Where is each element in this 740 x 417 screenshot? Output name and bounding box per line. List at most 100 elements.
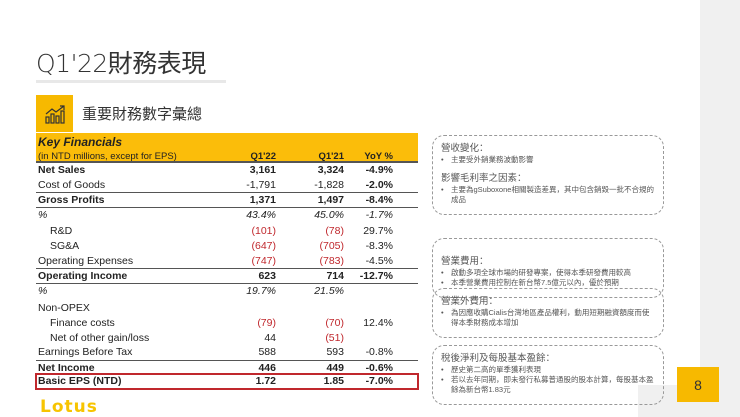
- row-label: Non-OPEX: [38, 302, 90, 315]
- col-q121: Q1'21: [318, 151, 345, 162]
- cell-value: 21.5%: [314, 284, 344, 297]
- cell-value: -2.0%: [365, 178, 393, 191]
- cell-value: -4.9%: [365, 164, 393, 176]
- row-label: Basic EPS (NTD): [38, 375, 122, 388]
- cell-value: (70): [325, 316, 344, 329]
- row-label: Earnings Before Tax: [38, 346, 133, 359]
- callout-heading: 影響毛利率之因素：: [441, 173, 527, 184]
- cell-value: 714: [326, 270, 344, 283]
- cell-value: (747): [251, 254, 276, 267]
- callout-heading: 稅後淨利及每股基本盈餘：: [441, 353, 556, 364]
- cell-value: -1,828: [314, 178, 344, 191]
- row-label: Net of other gain/loss: [50, 331, 150, 344]
- callout-bullet: 啟動多項全球市場的研發專案，使得本季研發費用較高: [441, 268, 655, 278]
- cell-value: -8.4%: [365, 194, 393, 207]
- section-title: 重要財務數字彙總: [82, 106, 203, 123]
- callout-list: 啟動多項全球市場的研發專案，使得本季研發費用較高本季營業費用控制在新台幣7.5億…: [441, 268, 655, 288]
- row-label: %: [38, 208, 48, 221]
- cell-value: -7.0%: [365, 375, 393, 388]
- col-yoy: YoY %: [364, 151, 393, 162]
- row-label: Finance costs: [50, 316, 115, 329]
- cell-value: (647): [251, 239, 276, 252]
- cell-value: 44: [264, 331, 276, 344]
- callout-bullet: 本季營業費用控制在新台幣7.5億元以內，優於預期: [441, 278, 655, 288]
- table-row: Net Income 446 449 -0.6%: [36, 359, 418, 375]
- row-label: SG&A: [50, 239, 80, 252]
- cell-value: (705): [319, 239, 344, 252]
- callout-bullet: 若以去年同期，即未發行私募普通股的股本計算，每股基本盈餘為新台幣1.83元: [441, 375, 655, 395]
- table-row: Net Sales 3,161 3,324 -4.9%: [36, 163, 418, 178]
- row-label: %: [38, 284, 48, 297]
- row-label: Gross Profits: [38, 194, 105, 207]
- table-header: Key Financials (in NTD millions, except …: [36, 133, 418, 163]
- cell-value: -0.6%: [365, 361, 393, 374]
- callout-list: 為因應收購Cialis台灣地區產品權利，動用短期融資額度而使得本季財務成本增加: [441, 308, 655, 328]
- row-label: Cost of Goods: [38, 178, 106, 191]
- callout-heading: 營業外費用：: [441, 296, 499, 307]
- table-row: Earnings Before Tax 588 593 -0.8%: [36, 345, 418, 360]
- row-label: R&D: [50, 225, 73, 238]
- lotus-logo: Lotus: [40, 397, 98, 417]
- cell-value: (101): [251, 225, 276, 238]
- row-label: Operating Expenses: [38, 254, 134, 267]
- cell-value: 3,324: [317, 164, 344, 176]
- table-row: R&D (101) (78) 29.7%: [36, 224, 418, 239]
- page-title: Q1'22財務表現: [36, 49, 206, 78]
- table-row: SG&A (647) (705) -8.3%: [36, 239, 418, 254]
- cell-value: 1,371: [249, 194, 276, 207]
- callout-box: 營業外費用：為因應收購Cialis台灣地區產品權利，動用短期融資額度而使得本季財…: [432, 288, 664, 338]
- cell-value: 1.72: [255, 375, 276, 388]
- cell-value: (78): [325, 225, 344, 238]
- callout-box: 稅後淨利及每股基本盈餘：歷史第二高的單季獲利表現若以去年同期，即未發行私募普通股…: [432, 345, 664, 405]
- callout-bullet: 主要受外銷業務波動影響: [441, 155, 655, 165]
- cell-value: (79): [257, 316, 276, 329]
- callout-box: 營業費用：啟動多項全球市場的研發專案，使得本季研發費用較高本季營業費用控制在新台…: [432, 238, 664, 298]
- col-q122: Q1'22: [250, 151, 277, 162]
- table-subtitle: (in NTD millions, except for EPS): [38, 151, 177, 162]
- cell-value: 19.7%: [246, 284, 276, 297]
- table-row: Finance costs (79) (70) 12.4%: [36, 316, 418, 331]
- title-underline: [36, 80, 226, 83]
- table-row: % 19.7% 21.5%: [36, 282, 418, 298]
- callout-list: 歷史第二高的單季獲利表現若以去年同期，即未發行私募普通股的股本計算，每股基本盈餘…: [441, 365, 655, 395]
- table-row: Gross Profits 1,371 1,497 -8.4%: [36, 192, 418, 207]
- callout-box: 營收變化：主要受外銷業務波動影響影響毛利率之因素：主要為gSuboxone相關製…: [432, 135, 664, 215]
- page-number: 8: [677, 367, 719, 402]
- table-row: Net of other gain/loss 44 (51): [36, 331, 418, 346]
- cell-value: 1,497: [317, 194, 344, 207]
- table-row: Operating Expenses (747) (783) -4.5%: [36, 254, 418, 269]
- cell-value: 29.7%: [363, 225, 393, 238]
- cell-value: 449: [326, 361, 344, 374]
- cell-value: (783): [319, 254, 344, 267]
- cell-value: (51): [325, 331, 344, 344]
- cell-value: 1.85: [323, 375, 344, 388]
- cell-value: 12.4%: [363, 316, 393, 329]
- cell-value: -1,791: [246, 178, 276, 191]
- table-row: Operating Income 623 714 -12.7%: [36, 268, 418, 283]
- callout-list: 主要受外銷業務波動影響: [441, 155, 655, 165]
- cell-value: 45.0%: [314, 208, 344, 221]
- callout-list: 主要為gSuboxone相關製造差異，其中包含銷毀一批不合規的成品: [441, 185, 655, 205]
- table-row: Cost of Goods -1,791 -1,828 -2.0%: [36, 178, 418, 193]
- chart-growth-icon: [36, 95, 73, 132]
- cell-value: 446: [258, 361, 276, 374]
- row-label: Net Sales: [38, 164, 86, 176]
- side-panel: [700, 0, 740, 417]
- row-label: Operating Income: [38, 270, 128, 283]
- cell-value: -4.5%: [365, 254, 393, 267]
- cell-value: -0.8%: [365, 346, 393, 359]
- cell-value: -1.7%: [365, 208, 393, 221]
- row-label: Net Income: [38, 361, 95, 374]
- callout-bullet: 為因應收購Cialis台灣地區產品權利，動用短期融資額度而使得本季財務成本增加: [441, 308, 655, 328]
- table-row: % 43.4% 45.0% -1.7%: [36, 206, 418, 222]
- cell-value: 588: [258, 346, 276, 359]
- cell-value: -12.7%: [359, 270, 393, 283]
- key-financials-table: Key Financials (in NTD millions, except …: [35, 133, 419, 390]
- cell-value: 593: [326, 346, 344, 359]
- cell-value: -8.3%: [365, 239, 393, 252]
- table-row: Basic EPS (NTD) 1.72 1.85 -7.0%: [35, 373, 419, 390]
- callout-heading: 營收變化：: [441, 143, 489, 154]
- callout-bullet: 歷史第二高的單季獲利表現: [441, 365, 655, 375]
- cell-value: 3,161: [249, 164, 276, 176]
- cell-value: 43.4%: [246, 208, 276, 221]
